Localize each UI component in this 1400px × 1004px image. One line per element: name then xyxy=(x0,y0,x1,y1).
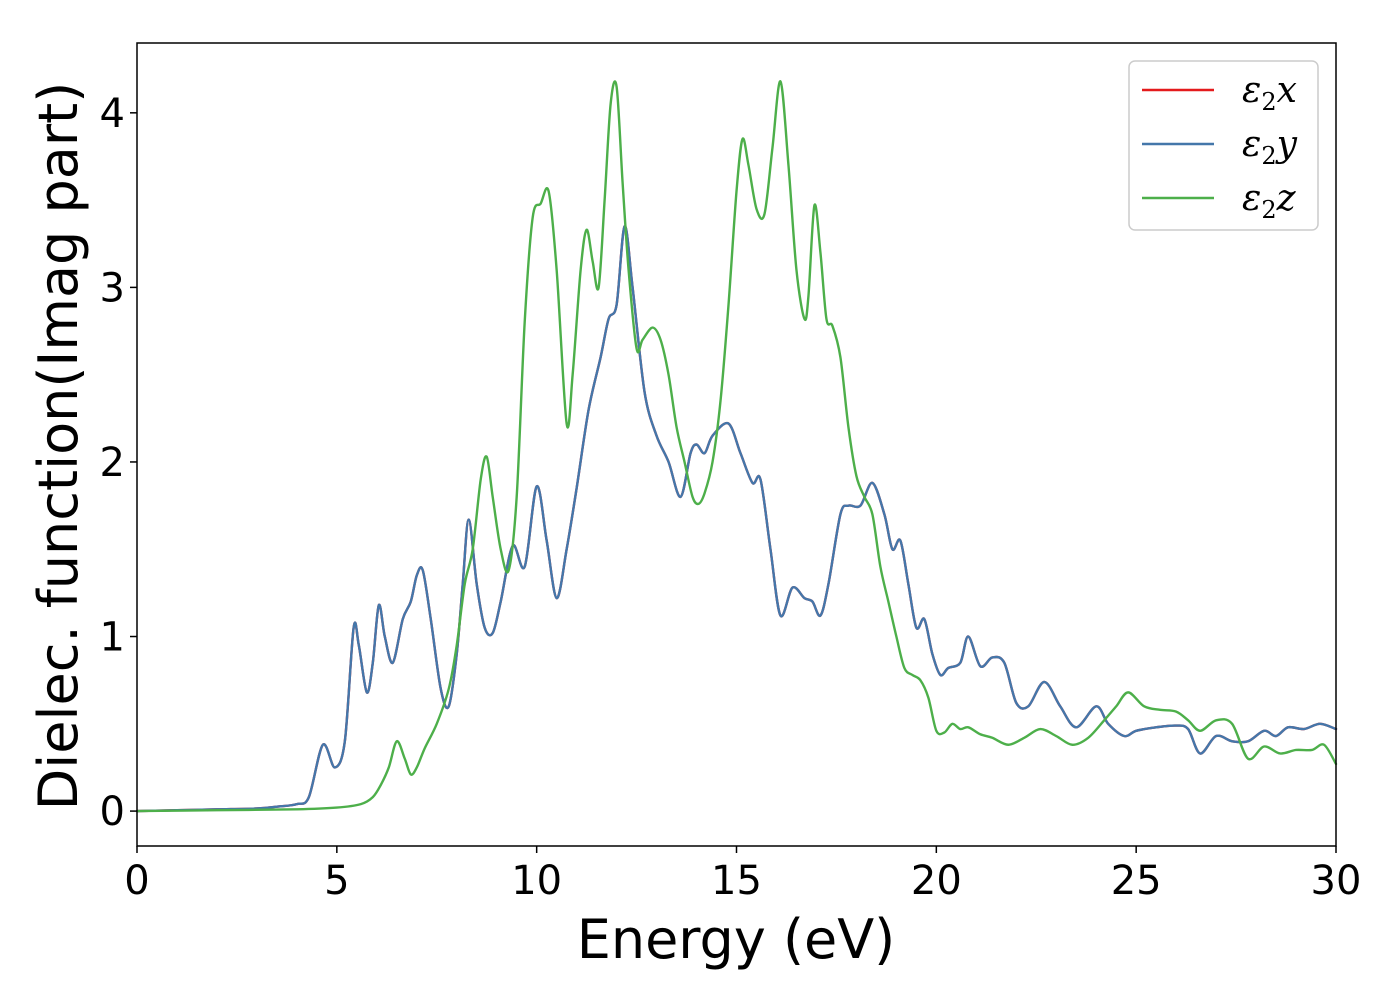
series-layer xyxy=(135,80,1338,813)
series-line-3 xyxy=(135,80,1338,813)
y-axis: 0 1 2 3 4 xyxy=(100,91,137,835)
x-tick-label: 15 xyxy=(711,858,762,904)
y-tick-label: 2 xyxy=(100,440,125,486)
y-tick-label: 4 xyxy=(100,91,125,137)
legend: ε2x ε2y ε2z xyxy=(1128,60,1319,231)
x-tick-label: 30 xyxy=(1311,858,1362,904)
x-tick-label: 0 xyxy=(124,858,149,904)
x-axis-label: Energy (eV) xyxy=(577,908,896,971)
legend-label-2: ε2y xyxy=(1242,124,1298,170)
legend-label-3: ε2z xyxy=(1242,178,1297,224)
y-axis-label: Dielec. function(Imag part) xyxy=(27,82,90,811)
x-tick-label: 20 xyxy=(911,858,962,904)
series-line-2 xyxy=(135,225,1338,813)
legend-label-1: ε2x xyxy=(1242,70,1297,116)
legend-box xyxy=(1128,60,1319,231)
x-axis: 0 5 10 15 20 25 30 xyxy=(124,846,1361,904)
y-tick-label: 0 xyxy=(100,789,125,835)
x-tick-label: 5 xyxy=(324,858,349,904)
series-line-1 xyxy=(135,225,1338,813)
x-tick-label: 25 xyxy=(1111,858,1162,904)
y-tick-label: 1 xyxy=(100,615,125,661)
x-tick-label: 10 xyxy=(511,858,562,904)
y-tick-label: 3 xyxy=(100,265,125,311)
